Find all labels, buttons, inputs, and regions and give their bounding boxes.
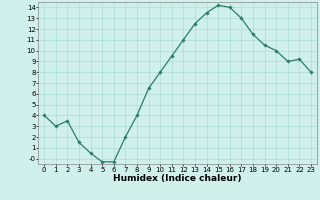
X-axis label: Humidex (Indice chaleur): Humidex (Indice chaleur) [113, 174, 242, 183]
